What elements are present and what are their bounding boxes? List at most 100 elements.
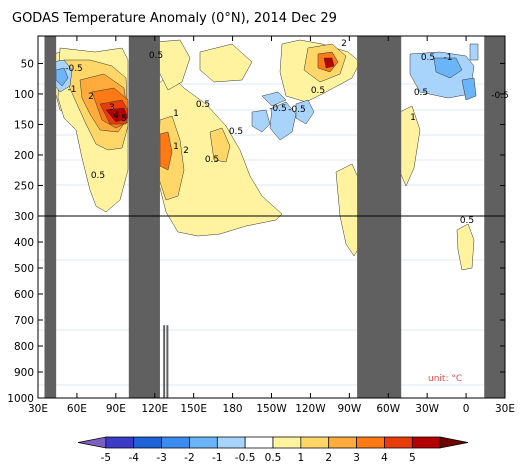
colorbar-swatch [105, 436, 135, 449]
land-mask [484, 36, 505, 398]
contour-label: 0.5 [229, 127, 243, 137]
colorbar-label: 2 [325, 452, 332, 464]
land-mask [163, 325, 166, 398]
y-tick-label: 150 [14, 119, 34, 131]
contour-label: 4 [113, 111, 119, 121]
anomaly-region [456, 223, 475, 271]
land-mask [128, 36, 160, 398]
colorbar-label: -4 [128, 452, 139, 464]
x-tick-label: 30W [415, 403, 439, 415]
colorbar: -5 -4 -3 -2 -1 -0.5 0.5 1 2 3 4 5 [77, 436, 469, 464]
colorbar-swatch [161, 436, 190, 449]
contour-label: 0.5 [149, 51, 163, 61]
colorbar-label: 4 [381, 452, 388, 464]
y-tick-label: 200 [14, 150, 34, 162]
contour-label: 0.5 [196, 100, 210, 110]
anomaly-region [295, 99, 315, 125]
y-tick-label: 500 [14, 263, 34, 275]
x-tick-label: 120W [295, 403, 326, 415]
x-tick-label: 60E [67, 403, 87, 415]
colorbar-label: 0.5 [265, 452, 282, 464]
x-tick-label: 120E [141, 403, 168, 415]
x-tick-label: 150W [256, 403, 287, 415]
contour-label: 1 [173, 109, 179, 119]
contour-label: 2 [341, 39, 347, 49]
colorbar-swatch [300, 436, 330, 449]
contour-label: 2 [88, 92, 94, 102]
anomaly-region [105, 107, 129, 123]
contour-label: -1 [444, 53, 453, 63]
contour-label: 0.5 [421, 53, 435, 63]
contour-label: 0.5 [205, 155, 219, 165]
colorbar-label: 3 [353, 452, 360, 464]
anomaly-region [433, 57, 463, 79]
colorbar-swatch [216, 436, 246, 449]
colorbar-label: -5 [101, 452, 111, 464]
x-tick-label: 30E [495, 403, 515, 415]
contour-label: 0.5 [460, 216, 474, 226]
y-tick-label: 300 [14, 211, 34, 223]
contour-label: -1 [68, 85, 77, 95]
x-tick-label: 150E [180, 403, 207, 415]
y-axis: 50 100 150 200 250 300 400 500 600 700 800 900 1000 [7, 58, 505, 405]
x-tick-label: 0 [463, 403, 470, 415]
y-tick-label: 900 [14, 367, 34, 379]
land-mask [46, 330, 48, 398]
colorbar-label: -0.5 [235, 452, 256, 464]
anomaly-region [159, 131, 173, 171]
anomaly-region [461, 77, 477, 101]
land-mask [44, 36, 57, 398]
x-axis: 30E 60E 90E 120E 150E 180 150W 120W 90W 60W 30W 0 30… [28, 36, 515, 415]
colorbar-swatch [439, 436, 469, 449]
colorbar-label: 1 [298, 452, 305, 464]
anomaly-region [469, 43, 479, 61]
y-tick-label: 700 [14, 315, 34, 327]
colorbar-swatch [356, 436, 385, 449]
y-tick-label: 600 [14, 289, 34, 301]
y-tick-label: 50 [21, 58, 34, 70]
contour-label: -0.5 [269, 104, 287, 114]
x-tick-label: 90W [337, 403, 361, 415]
y-tick-label: 400 [14, 237, 34, 249]
x-tick-label: 30E [28, 403, 48, 415]
contour-label: 3 [109, 103, 115, 113]
land-mask [166, 325, 169, 398]
x-tick-label: 90E [106, 403, 126, 415]
anomaly-region [261, 91, 287, 107]
contour-label: -0.5 [491, 91, 509, 101]
contour-label: 0.5 [414, 88, 428, 98]
y-tick-label: 250 [14, 180, 34, 192]
y-tick-label: 1000 [7, 393, 34, 405]
contour-label: 0.5 [311, 86, 325, 96]
anomaly-region [323, 57, 335, 69]
contour-label: 0.5 [91, 171, 105, 181]
colorbar-swatch [411, 436, 441, 449]
colorbar-swatch [244, 436, 274, 449]
contour-label: 1 [410, 113, 416, 123]
x-tick-label: 60W [376, 403, 400, 415]
land-mask [357, 36, 402, 398]
colorbar-label: -3 [156, 452, 166, 464]
anomaly-region [209, 127, 231, 163]
contour-label: 2 [183, 146, 189, 156]
y-tick-label: 800 [14, 341, 34, 353]
colorbar-label: -1 [212, 452, 222, 464]
anomaly-region [269, 101, 297, 141]
colorbar-swatch [328, 436, 357, 449]
anomaly-region [251, 109, 271, 133]
colorbar-swatch [272, 436, 302, 449]
contour-label: -0.5 [288, 105, 306, 115]
contour-label: -0.5 [65, 64, 83, 74]
colorbar-swatch [133, 436, 162, 449]
land-masks [44, 36, 505, 398]
x-tick-label: 180 [223, 403, 243, 415]
anomaly-field [38, 39, 505, 386]
colorbar-swatch [384, 436, 413, 449]
contour-label: 1 [173, 142, 179, 152]
colorbar-label: -2 [184, 452, 194, 464]
colorbar-swatch [189, 436, 218, 449]
contour-label: 5 [121, 114, 127, 124]
